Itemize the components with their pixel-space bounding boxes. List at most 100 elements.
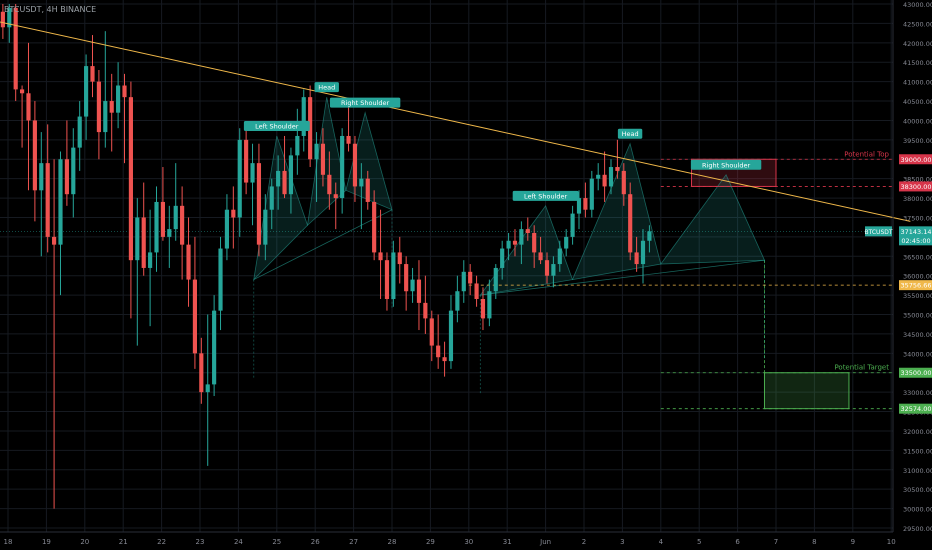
candle-body: [346, 135, 351, 144]
annotation-label: Right Shoulder: [341, 99, 389, 107]
candle-body: [525, 229, 530, 234]
candle-body: [570, 213, 575, 237]
x-tick-label: 28: [388, 538, 397, 546]
y-tick-label: 39500.00: [903, 137, 932, 145]
candle-body: [487, 291, 492, 319]
candle-body: [276, 170, 281, 187]
symbol-label: BTCUSDT, 4H BINANCE: [4, 5, 96, 14]
candle-body: [205, 384, 210, 393]
candle-body: [365, 178, 370, 202]
candle-body: [519, 229, 524, 245]
last-price-tag: [899, 226, 932, 246]
last-price-value: 37143.14: [900, 228, 931, 236]
candle-body: [512, 240, 518, 245]
candle-body: [77, 116, 82, 148]
x-tick-label: 8: [812, 538, 816, 546]
candle-body: [64, 159, 69, 195]
candle-body: [244, 139, 249, 183]
candle-body: [84, 66, 89, 117]
annotation-label: Right Shoulder: [702, 161, 750, 169]
candle-body: [576, 198, 582, 214]
candle-body: [224, 209, 230, 249]
y-tick-label: 34000.00: [903, 350, 932, 358]
candle-body: [634, 252, 639, 265]
x-tick-label: 20: [80, 538, 89, 546]
candle-body: [391, 252, 396, 299]
pattern-segment: [306, 97, 347, 227]
x-axis[interactable]: 18 19 20 21 22 23 24 25 26 27 28 29 30 31 Jun 2 3 4 5 6 7 8 9 1…: [0, 531, 896, 546]
y-tick-label: 34500.00: [903, 331, 932, 339]
candle-body: [96, 81, 101, 133]
annotation-box: [512, 190, 579, 201]
x-tick-label: 19: [42, 538, 51, 546]
price-tag-label: 39000.00: [900, 156, 931, 164]
candle-body: [544, 260, 550, 276]
candle-body: [359, 178, 364, 187]
x-tick-label: 5: [697, 538, 701, 546]
candle-body: [474, 283, 479, 299]
x-tick-label: 25: [272, 538, 281, 546]
y-tick-label: 40000.00: [903, 117, 932, 125]
y-tick-label: 42000.00: [903, 40, 932, 48]
candle-body: [340, 135, 345, 199]
y-tick-label: 30000.00: [903, 506, 932, 514]
candle-body: [71, 147, 76, 195]
last-price-symbol-tag: [865, 226, 892, 237]
candle-body: [493, 267, 498, 292]
candle-body: [532, 233, 537, 253]
trendline-layer: [0, 21, 911, 222]
candle-body: [320, 143, 326, 175]
x-tick-label: 26: [311, 538, 320, 546]
candle-body: [199, 353, 204, 393]
candle-body: [301, 97, 306, 136]
candle-body: [0, 11, 5, 28]
candle-body: [180, 205, 185, 245]
candle-body: [218, 248, 223, 311]
candle-body: [327, 174, 332, 195]
candle-body: [333, 194, 338, 199]
candle-body: [602, 174, 607, 187]
candles-layer: [0, 4, 652, 509]
candle-body: [256, 163, 262, 245]
candle-body: [7, 7, 12, 28]
pattern-segment: [659, 173, 766, 265]
y-axis[interactable]: 43000.00 42500.00 42000.00 41500.00 41000.00…: [864, 0, 932, 533]
candle-body: [237, 139, 242, 218]
candle-body: [468, 271, 473, 284]
y-tick-label: 29500.00: [903, 525, 932, 533]
candle-body: [500, 248, 505, 268]
candle-body: [231, 209, 236, 218]
candle-body: [378, 252, 383, 261]
y-tick-label: 40500.00: [903, 98, 932, 106]
y-tick-label: 38500.00: [903, 176, 932, 184]
x-tick-label: 29: [426, 538, 435, 546]
candle-body: [263, 209, 268, 245]
candle-body: [135, 217, 140, 261]
annotation-label: Head: [318, 84, 335, 92]
candle-body: [615, 167, 620, 171]
candle-body: [141, 217, 146, 268]
y-tick-label: 32000.00: [903, 428, 932, 436]
x-tick-label: 30: [464, 538, 473, 546]
candle-body: [173, 205, 178, 230]
candle-body: [58, 159, 63, 245]
candle-body: [583, 198, 588, 210]
candle-body: [647, 231, 652, 241]
level-label: Potential Top: [844, 150, 889, 158]
candle-body: [416, 279, 422, 303]
candle-body: [26, 93, 31, 121]
candle-body: [52, 236, 57, 245]
annotation-box: [617, 128, 643, 139]
y-tick-label: 37500.00: [903, 214, 932, 222]
candle-body: [282, 170, 287, 195]
candle-body: [13, 7, 18, 90]
candle-body: [410, 279, 415, 292]
candle-body: [557, 248, 562, 265]
x-tick-label: 7: [774, 538, 778, 546]
candle-body: [167, 229, 172, 237]
last-price-timer: 02:45:00: [901, 237, 930, 245]
y-tick-label: 36000.00: [903, 273, 932, 281]
candle-body: [640, 240, 646, 265]
candle-body: [109, 101, 114, 113]
